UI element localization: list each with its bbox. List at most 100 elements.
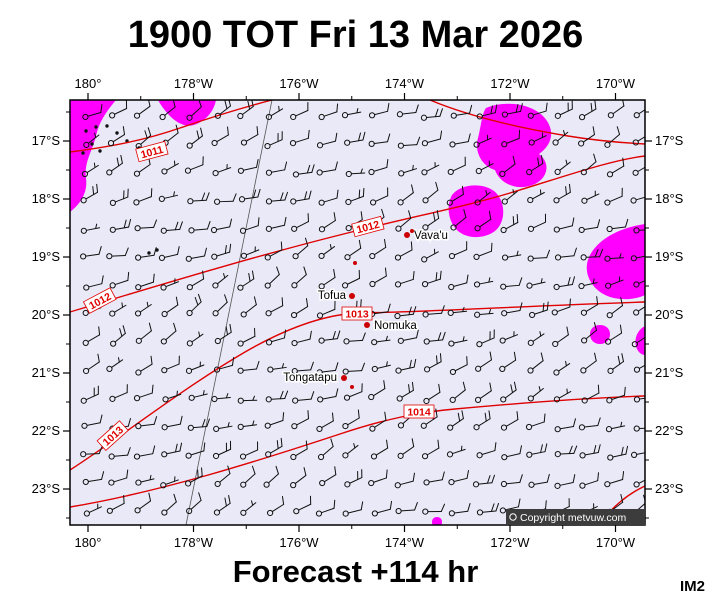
wind-barb-shaft <box>139 226 155 229</box>
wind-barb-shaft <box>190 255 206 259</box>
wind-barb-shaft <box>481 450 496 455</box>
wind-barb <box>580 153 597 176</box>
wind-barb-feather <box>488 210 492 220</box>
wind-barb-feather <box>332 331 336 340</box>
wind-barb-feather <box>439 130 443 140</box>
wind-barb-shaft <box>612 453 627 458</box>
wind-barb <box>394 241 413 261</box>
wind-barb-feather <box>408 384 411 394</box>
wind-barb-shaft <box>556 334 569 343</box>
wind-barb-circle <box>606 312 613 319</box>
wind-barb-shaft <box>216 134 229 143</box>
isobar-line <box>70 100 273 153</box>
lon-label-bottom: 180° <box>75 535 102 550</box>
wind-barb-feather <box>279 192 284 201</box>
wind-barb-circle <box>133 199 140 206</box>
wind-barb <box>80 223 101 234</box>
wind-barb <box>450 104 473 119</box>
rain-area <box>432 517 442 525</box>
wind-barb-feather <box>411 184 414 194</box>
wind-barb-feather <box>177 246 180 255</box>
wind-barb-shaft <box>427 278 441 284</box>
wind-barb <box>528 473 550 488</box>
wind-barb-shaft <box>139 500 152 510</box>
wind-barb-feather <box>204 247 207 257</box>
wind-barb-feather <box>357 409 360 419</box>
wind-barb <box>109 302 127 317</box>
wind-barb-circle <box>263 481 270 488</box>
wind-barb-feather <box>283 329 287 339</box>
wind-barb-feather <box>461 410 464 420</box>
wind-barb <box>394 306 417 320</box>
wind-barb <box>604 187 623 206</box>
wind-barb <box>606 218 629 233</box>
wind-barb <box>421 130 443 147</box>
wind-barb-feather <box>151 384 154 394</box>
wind-barb <box>421 270 442 288</box>
wind-barb-feather <box>435 272 438 282</box>
wind-barb-circle <box>476 341 483 348</box>
wind-barb-feather <box>486 475 491 484</box>
wind-barb <box>578 278 598 290</box>
wind-barb-feather <box>489 382 492 392</box>
wind-barb-shaft <box>479 191 491 202</box>
wind-barb-feather <box>616 126 621 135</box>
wind-barb <box>267 495 285 517</box>
wind-barb <box>80 246 102 260</box>
wind-barb-feather <box>127 447 131 456</box>
wind-barb-circle <box>290 453 297 461</box>
wind-barb-circle <box>264 254 271 261</box>
wind-barb-feather <box>520 103 523 112</box>
wind-barb-circle <box>473 424 480 431</box>
wind-barb <box>552 129 569 146</box>
wind-barb-shaft <box>323 276 336 286</box>
lat-label-right: 23°S <box>655 481 684 496</box>
isobar-label-box <box>351 215 385 238</box>
wind-barb-feather <box>383 238 387 248</box>
wind-barb-feather <box>362 131 366 141</box>
wind-barb-circle <box>421 281 429 288</box>
wind-barb-feather <box>197 469 199 479</box>
isobar-label-box <box>403 404 435 419</box>
wind-barb <box>526 443 548 458</box>
wind-barb-circle <box>108 479 115 486</box>
wind-barb-feather <box>276 266 280 276</box>
island-mark <box>81 151 85 155</box>
wind-barb-shaft <box>426 164 440 172</box>
wind-barb-feather <box>538 386 541 392</box>
wind-barb <box>81 414 103 429</box>
wind-barb-shaft <box>611 501 624 511</box>
wind-barb-shaft <box>451 418 464 427</box>
wind-barb <box>370 439 389 460</box>
wind-barb-shaft <box>374 275 387 284</box>
wind-barb-shaft <box>321 369 337 373</box>
wind-barb <box>343 332 366 345</box>
wind-barb-shaft <box>163 253 179 258</box>
wind-barb-shaft <box>534 309 548 315</box>
wind-barb-feather <box>281 297 284 307</box>
wind-barb <box>526 155 544 176</box>
wind-barb-circle <box>109 112 116 119</box>
wind-barb-shaft <box>140 254 155 258</box>
wind-barb-feather <box>439 108 443 117</box>
wind-barb-circle <box>318 252 325 260</box>
wind-barb-feather <box>462 381 466 391</box>
wind-barb-feather <box>546 473 550 483</box>
wind-barb <box>240 126 259 146</box>
wind-barb-shaft <box>111 502 125 511</box>
wind-barb <box>187 418 210 431</box>
wind-barb-feather <box>438 383 441 393</box>
wind-barb-shaft <box>166 423 181 428</box>
wind-barb <box>240 246 260 259</box>
wind-barb-shaft <box>190 364 205 371</box>
wind-barb-feather <box>621 446 624 456</box>
wind-barb-circle <box>448 340 455 347</box>
wind-barb-circle <box>211 139 218 147</box>
wind-barb-shaft <box>272 366 287 370</box>
wind-barb-shaft <box>586 392 600 400</box>
wind-barb <box>527 102 548 119</box>
wind-barb <box>551 298 571 316</box>
wind-barb-shaft <box>532 333 545 342</box>
wind-barb-circle <box>604 199 611 206</box>
wind-barb-circle <box>422 224 429 231</box>
